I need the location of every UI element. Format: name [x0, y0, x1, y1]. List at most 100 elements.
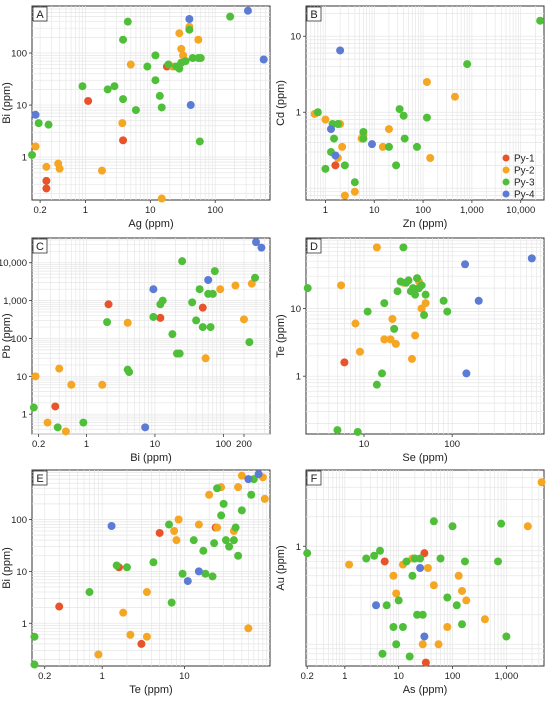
data-point — [376, 546, 385, 555]
panel-d: 10 100 1 10 Se (ppm) Te (ppm) D — [275, 237, 545, 464]
data-point — [243, 6, 252, 15]
data-point — [175, 349, 184, 358]
data-point — [231, 523, 240, 532]
legend-label: Py-1 — [514, 154, 535, 165]
data-point — [421, 658, 430, 667]
data-point — [174, 515, 183, 524]
data-point — [351, 319, 360, 328]
x-tick-label: 0.2 — [32, 439, 45, 450]
data-point — [391, 339, 400, 348]
data-point — [194, 35, 203, 44]
data-point — [239, 315, 248, 324]
y-axis-label: Bi (ppm) — [1, 547, 13, 589]
series-py-4 — [107, 470, 263, 586]
data-point — [201, 569, 210, 578]
x-tick-label: 100 — [415, 205, 431, 216]
data-point — [423, 564, 432, 572]
y-axis-label: Pb (ppm) — [1, 313, 13, 358]
gridlines — [306, 470, 544, 666]
data-point — [189, 536, 198, 545]
plot-frame — [31, 5, 271, 201]
legend: Py-1Py-2Py-3Py-4 — [502, 154, 535, 201]
data-point — [245, 338, 254, 347]
data-point — [331, 161, 340, 170]
data-point — [155, 91, 164, 100]
data-point — [112, 561, 121, 570]
data-point — [426, 153, 435, 162]
data-point — [42, 176, 51, 185]
data-point — [213, 523, 222, 532]
data-point — [137, 639, 146, 648]
data-point — [321, 115, 330, 124]
y-tick-label: 1,000 — [3, 296, 27, 307]
data-point — [372, 243, 381, 252]
data-point — [418, 610, 427, 619]
x-tick-label: 10 — [393, 671, 404, 682]
data-point — [175, 29, 184, 38]
data-point — [210, 267, 219, 276]
data-point — [380, 335, 389, 344]
panel-c: 0.2 1 10 100 200 1 10 100 1,000 10,000 Bi (ppm) Pb … — [0, 237, 271, 464]
data-point — [330, 134, 339, 143]
data-point — [205, 490, 214, 499]
series-py-1 — [380, 549, 430, 667]
data-point — [359, 127, 368, 136]
data-point — [260, 494, 269, 503]
data-point — [247, 279, 256, 288]
x-tick-label: 10 — [369, 205, 380, 216]
x-axis-label: Se (ppm) — [402, 452, 447, 464]
data-point — [170, 527, 179, 536]
data-point — [231, 281, 240, 290]
data-point — [398, 623, 407, 632]
plot-frame — [31, 237, 271, 435]
x-tick-label: 1,000 — [460, 205, 484, 216]
x-tick-label: 0.2 — [301, 671, 314, 682]
data-point — [118, 119, 127, 128]
data-point — [416, 554, 425, 563]
data-point — [225, 542, 234, 551]
series-py-3 — [313, 16, 545, 187]
data-point — [42, 184, 51, 193]
data-point — [177, 44, 186, 53]
panel-letter: E — [36, 473, 43, 485]
data-point — [98, 380, 107, 389]
data-point — [79, 418, 88, 427]
data-point — [181, 57, 190, 66]
data-point — [195, 137, 204, 146]
data-point — [208, 289, 217, 298]
data-point — [460, 557, 469, 566]
data-point — [142, 632, 151, 641]
x-tick-label: 1 — [342, 671, 347, 682]
data-point — [157, 103, 166, 112]
x-tick-label: 100 — [444, 439, 460, 450]
data-point — [384, 142, 393, 151]
data-point — [345, 560, 354, 569]
y-tick-label: 10 — [290, 304, 301, 315]
data-point — [336, 46, 345, 55]
y-axis-label: Te (ppm) — [275, 314, 287, 357]
data-point — [474, 296, 483, 305]
data-point — [151, 76, 160, 85]
data-point — [55, 602, 64, 611]
data-point — [494, 557, 503, 566]
gridlines — [306, 238, 544, 434]
data-point — [199, 546, 208, 555]
data-point — [363, 307, 372, 316]
data-point — [380, 299, 389, 308]
data-point — [254, 470, 263, 479]
data-point — [436, 554, 445, 563]
data-point — [452, 601, 461, 610]
y-tick-label: 1 — [296, 372, 301, 383]
data-point — [480, 615, 489, 624]
panel-e: 0.2 1 10 1 10 100 Te (ppm) Bi (ppm) E — [1, 469, 271, 696]
data-point — [340, 161, 349, 170]
data-point — [54, 159, 63, 168]
data-point — [386, 335, 395, 344]
data-point — [208, 572, 217, 581]
legend-marker — [502, 166, 510, 174]
series-py-4 — [31, 6, 268, 119]
panel-letter: B — [310, 9, 317, 21]
x-tick-label: 1 — [323, 205, 328, 216]
data-point — [178, 569, 187, 578]
